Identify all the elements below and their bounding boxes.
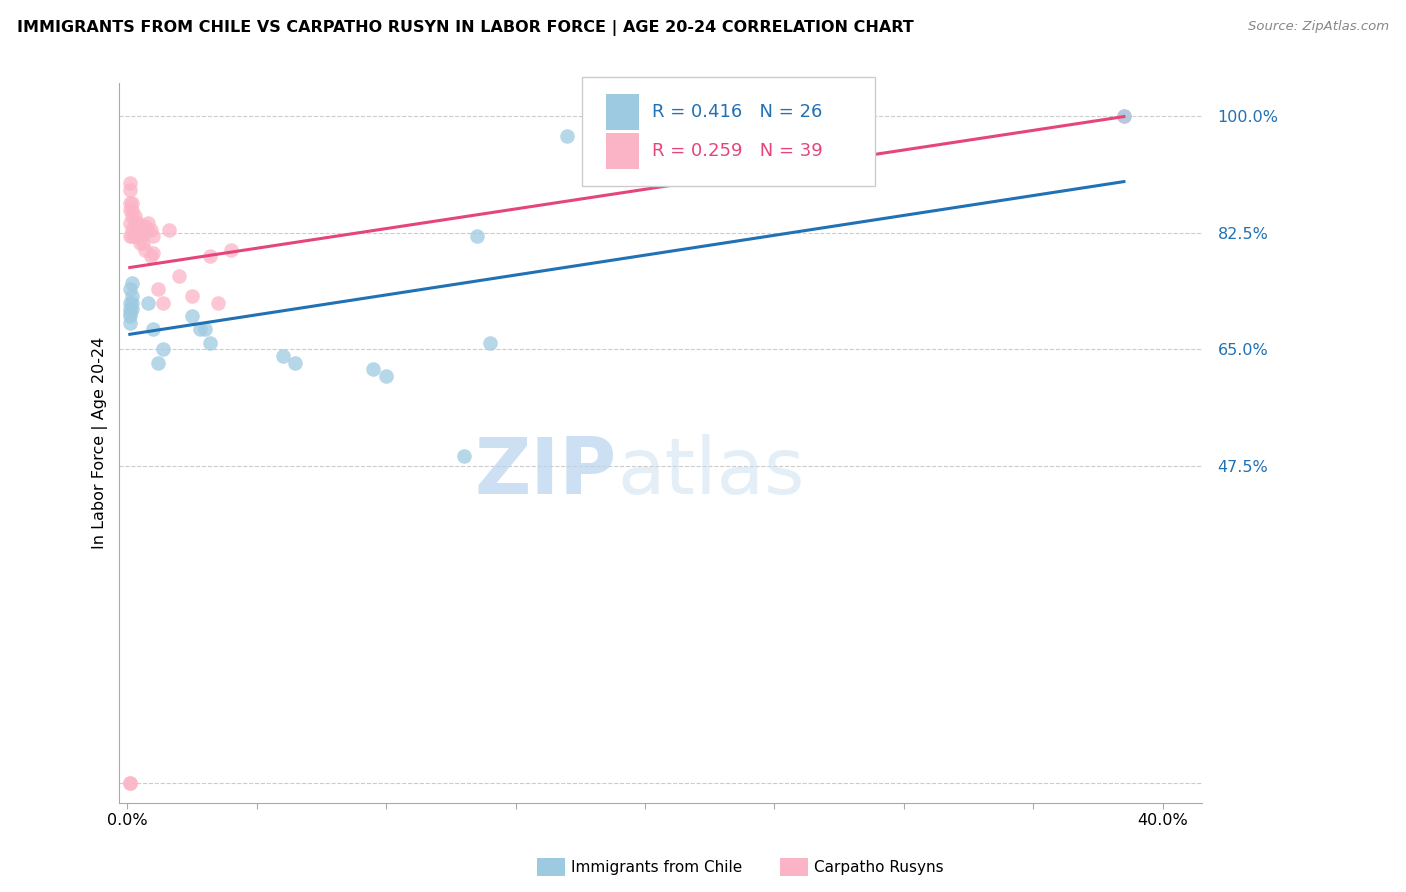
Point [136, 216, 159, 230]
Point [465, 229, 488, 244]
Text: atlas: atlas [617, 434, 804, 509]
Point [124, 216, 146, 230]
Point [124, 229, 146, 244]
Point [361, 362, 384, 376]
Point [118, 309, 141, 323]
Point [118, 295, 141, 310]
Point [1112, 109, 1135, 123]
Point [127, 229, 149, 244]
Point [132, 222, 155, 236]
Point [139, 249, 162, 263]
Point [1112, 109, 1135, 123]
FancyBboxPatch shape [606, 94, 638, 129]
Point [181, 289, 204, 303]
Point [118, 283, 141, 297]
Point [198, 249, 221, 263]
Point [121, 229, 143, 244]
Point [167, 269, 190, 284]
Text: Carpatho Rusyns: Carpatho Rusyns [814, 860, 943, 874]
Point [181, 309, 204, 323]
Point [118, 775, 141, 789]
FancyBboxPatch shape [606, 133, 638, 169]
Point [118, 182, 141, 196]
Y-axis label: In Labor Force | Age 20-24: In Labor Force | Age 20-24 [93, 336, 108, 549]
Text: Immigrants from Chile: Immigrants from Chile [571, 860, 742, 874]
Point [148, 356, 170, 370]
Point [152, 295, 174, 310]
Point [139, 222, 162, 236]
Point [453, 449, 475, 463]
Point [118, 302, 141, 317]
Point [152, 343, 174, 357]
Point [121, 295, 143, 310]
Text: Source: ZipAtlas.com: Source: ZipAtlas.com [1249, 20, 1389, 33]
Text: ZIP: ZIP [475, 434, 617, 509]
Point [118, 176, 141, 190]
Point [121, 289, 143, 303]
Text: R = 0.416   N = 26: R = 0.416 N = 26 [652, 103, 823, 120]
Point [121, 195, 143, 210]
Point [129, 222, 152, 236]
Point [136, 222, 159, 236]
Point [118, 195, 141, 210]
Point [129, 235, 152, 250]
Point [194, 322, 217, 336]
Point [142, 322, 165, 336]
Point [118, 202, 141, 217]
Point [134, 243, 156, 257]
Point [207, 295, 229, 310]
Point [121, 222, 143, 236]
Point [478, 335, 501, 350]
Point [188, 322, 211, 336]
Point [118, 216, 141, 230]
Point [148, 283, 170, 297]
Point [198, 335, 221, 350]
Point [555, 129, 578, 144]
Point [219, 243, 242, 257]
Point [121, 302, 143, 317]
Point [127, 216, 149, 230]
Text: IMMIGRANTS FROM CHILE VS CARPATHO RUSYN IN LABOR FORCE | AGE 20-24 CORRELATION C: IMMIGRANTS FROM CHILE VS CARPATHO RUSYN … [17, 20, 914, 36]
Point [121, 276, 143, 290]
Point [142, 245, 165, 260]
Point [142, 229, 165, 244]
Point [121, 209, 143, 223]
Point [136, 295, 159, 310]
Point [134, 219, 156, 234]
Point [375, 369, 398, 384]
Point [124, 209, 146, 223]
Point [132, 235, 155, 250]
Point [157, 222, 180, 236]
Text: R = 0.259   N = 39: R = 0.259 N = 39 [652, 143, 823, 161]
Point [121, 202, 143, 217]
Point [118, 316, 141, 330]
Point [134, 226, 156, 240]
Point [284, 356, 307, 370]
FancyBboxPatch shape [582, 78, 875, 186]
Point [118, 229, 141, 244]
Point [118, 306, 141, 320]
Point [118, 775, 141, 789]
Point [271, 349, 294, 363]
